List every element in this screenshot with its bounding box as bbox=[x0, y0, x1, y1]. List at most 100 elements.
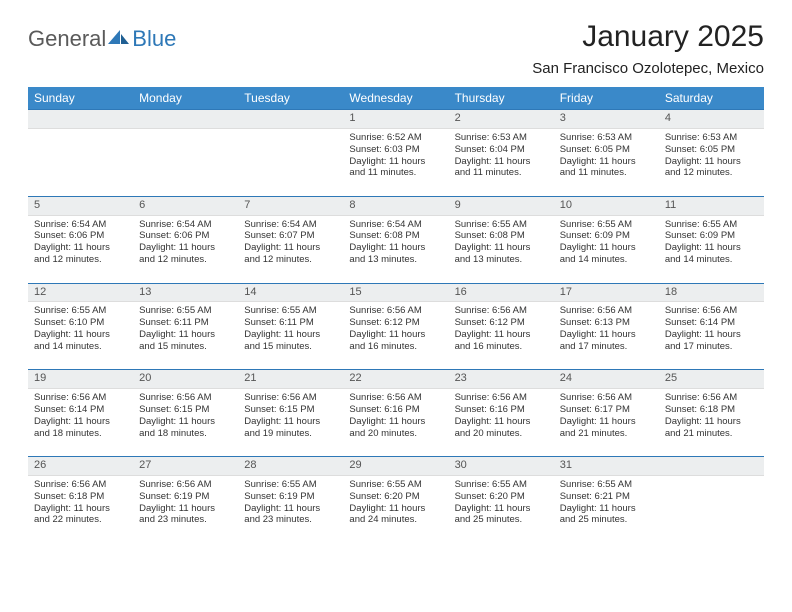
sunrise-text: Sunrise: 6:55 AM bbox=[455, 219, 548, 231]
brand-sail-icon bbox=[108, 28, 130, 51]
day-number: 18 bbox=[659, 283, 764, 302]
day-number: 25 bbox=[659, 370, 764, 389]
day-cell: Sunrise: 6:52 AMSunset: 6:03 PMDaylight:… bbox=[343, 128, 448, 196]
day-cell: Sunrise: 6:55 AMSunset: 6:20 PMDaylight:… bbox=[449, 475, 554, 543]
daylight2-text: and 11 minutes. bbox=[560, 167, 653, 179]
day-number: 21 bbox=[238, 370, 343, 389]
daylight1-text: Daylight: 11 hours bbox=[349, 156, 442, 168]
day-content-row: Sunrise: 6:55 AMSunset: 6:10 PMDaylight:… bbox=[28, 302, 764, 370]
day-number bbox=[133, 110, 238, 129]
sunset-text: Sunset: 6:14 PM bbox=[34, 404, 127, 416]
sunset-text: Sunset: 6:09 PM bbox=[560, 230, 653, 242]
sunset-text: Sunset: 6:03 PM bbox=[349, 144, 442, 156]
sunrise-text: Sunrise: 6:56 AM bbox=[560, 305, 653, 317]
day-cell: Sunrise: 6:55 AMSunset: 6:20 PMDaylight:… bbox=[343, 475, 448, 543]
daylight2-text: and 11 minutes. bbox=[455, 167, 548, 179]
daylight2-text: and 22 minutes. bbox=[34, 514, 127, 526]
daylight1-text: Daylight: 11 hours bbox=[34, 416, 127, 428]
day-number: 31 bbox=[554, 457, 659, 476]
day-number: 2 bbox=[449, 110, 554, 129]
daylight1-text: Daylight: 11 hours bbox=[560, 156, 653, 168]
day-number: 1 bbox=[343, 110, 448, 129]
weekday-header: Tuesday bbox=[238, 87, 343, 110]
sunrise-text: Sunrise: 6:55 AM bbox=[560, 479, 653, 491]
sunset-text: Sunset: 6:14 PM bbox=[665, 317, 758, 329]
day-cell: Sunrise: 6:56 AMSunset: 6:16 PMDaylight:… bbox=[449, 389, 554, 457]
day-number: 10 bbox=[554, 196, 659, 215]
sunset-text: Sunset: 6:06 PM bbox=[139, 230, 232, 242]
daylight1-text: Daylight: 11 hours bbox=[244, 242, 337, 254]
day-cell: Sunrise: 6:56 AMSunset: 6:13 PMDaylight:… bbox=[554, 302, 659, 370]
weekday-header: Thursday bbox=[449, 87, 554, 110]
sunrise-text: Sunrise: 6:56 AM bbox=[34, 479, 127, 491]
sunrise-text: Sunrise: 6:55 AM bbox=[455, 479, 548, 491]
day-cell: Sunrise: 6:55 AMSunset: 6:11 PMDaylight:… bbox=[238, 302, 343, 370]
day-cell bbox=[133, 128, 238, 196]
day-cell: Sunrise: 6:54 AMSunset: 6:06 PMDaylight:… bbox=[28, 215, 133, 283]
day-number: 17 bbox=[554, 283, 659, 302]
sunset-text: Sunset: 6:04 PM bbox=[455, 144, 548, 156]
daylight2-text: and 12 minutes. bbox=[34, 254, 127, 266]
daylight2-text: and 17 minutes. bbox=[665, 341, 758, 353]
sunset-text: Sunset: 6:19 PM bbox=[244, 491, 337, 503]
day-number: 12 bbox=[28, 283, 133, 302]
daylight2-text: and 11 minutes. bbox=[349, 167, 442, 179]
daylight1-text: Daylight: 11 hours bbox=[244, 329, 337, 341]
day-number: 19 bbox=[28, 370, 133, 389]
sunrise-text: Sunrise: 6:56 AM bbox=[349, 305, 442, 317]
daylight2-text: and 20 minutes. bbox=[455, 428, 548, 440]
daylight1-text: Daylight: 11 hours bbox=[34, 503, 127, 515]
sunset-text: Sunset: 6:11 PM bbox=[139, 317, 232, 329]
day-cell: Sunrise: 6:55 AMSunset: 6:09 PMDaylight:… bbox=[659, 215, 764, 283]
daylight2-text: and 15 minutes. bbox=[244, 341, 337, 353]
day-number: 22 bbox=[343, 370, 448, 389]
sunset-text: Sunset: 6:13 PM bbox=[560, 317, 653, 329]
sunset-text: Sunset: 6:05 PM bbox=[560, 144, 653, 156]
sunset-text: Sunset: 6:16 PM bbox=[349, 404, 442, 416]
day-number: 29 bbox=[343, 457, 448, 476]
day-number: 15 bbox=[343, 283, 448, 302]
daynum-row: 1234 bbox=[28, 110, 764, 129]
day-number: 11 bbox=[659, 196, 764, 215]
daylight1-text: Daylight: 11 hours bbox=[455, 242, 548, 254]
day-number: 13 bbox=[133, 283, 238, 302]
day-content-row: Sunrise: 6:52 AMSunset: 6:03 PMDaylight:… bbox=[28, 128, 764, 196]
sunrise-text: Sunrise: 6:56 AM bbox=[665, 305, 758, 317]
sunset-text: Sunset: 6:21 PM bbox=[560, 491, 653, 503]
day-cell: Sunrise: 6:56 AMSunset: 6:15 PMDaylight:… bbox=[133, 389, 238, 457]
day-cell: Sunrise: 6:56 AMSunset: 6:18 PMDaylight:… bbox=[28, 475, 133, 543]
sunset-text: Sunset: 6:12 PM bbox=[349, 317, 442, 329]
daylight1-text: Daylight: 11 hours bbox=[139, 329, 232, 341]
title-block: January 2025 San Francisco Ozolotepec, M… bbox=[532, 20, 764, 77]
weekday-header: Monday bbox=[133, 87, 238, 110]
daylight2-text: and 16 minutes. bbox=[349, 341, 442, 353]
sunrise-text: Sunrise: 6:56 AM bbox=[349, 392, 442, 404]
daylight2-text: and 21 minutes. bbox=[665, 428, 758, 440]
daylight2-text: and 15 minutes. bbox=[139, 341, 232, 353]
sunrise-text: Sunrise: 6:54 AM bbox=[244, 219, 337, 231]
daylight1-text: Daylight: 11 hours bbox=[349, 242, 442, 254]
daylight1-text: Daylight: 11 hours bbox=[665, 242, 758, 254]
calendar-table: Sunday Monday Tuesday Wednesday Thursday… bbox=[28, 87, 764, 543]
daylight1-text: Daylight: 11 hours bbox=[560, 242, 653, 254]
day-cell: Sunrise: 6:53 AMSunset: 6:05 PMDaylight:… bbox=[659, 128, 764, 196]
brand-logo: General Blue bbox=[28, 26, 176, 52]
calendar-page: General Blue January 2025 San Francisco … bbox=[0, 0, 792, 563]
month-title: January 2025 bbox=[532, 20, 764, 54]
daylight1-text: Daylight: 11 hours bbox=[665, 416, 758, 428]
day-cell: Sunrise: 6:54 AMSunset: 6:08 PMDaylight:… bbox=[343, 215, 448, 283]
sunset-text: Sunset: 6:08 PM bbox=[455, 230, 548, 242]
day-number: 6 bbox=[133, 196, 238, 215]
sunrise-text: Sunrise: 6:55 AM bbox=[560, 219, 653, 231]
day-content-row: Sunrise: 6:56 AMSunset: 6:18 PMDaylight:… bbox=[28, 475, 764, 543]
day-number: 3 bbox=[554, 110, 659, 129]
daylight1-text: Daylight: 11 hours bbox=[244, 416, 337, 428]
sunrise-text: Sunrise: 6:55 AM bbox=[139, 305, 232, 317]
day-cell: Sunrise: 6:56 AMSunset: 6:16 PMDaylight:… bbox=[343, 389, 448, 457]
weekday-header: Saturday bbox=[659, 87, 764, 110]
daylight2-text: and 25 minutes. bbox=[560, 514, 653, 526]
sunset-text: Sunset: 6:19 PM bbox=[139, 491, 232, 503]
sunrise-text: Sunrise: 6:55 AM bbox=[34, 305, 127, 317]
daynum-row: 12131415161718 bbox=[28, 283, 764, 302]
day-number bbox=[659, 457, 764, 476]
